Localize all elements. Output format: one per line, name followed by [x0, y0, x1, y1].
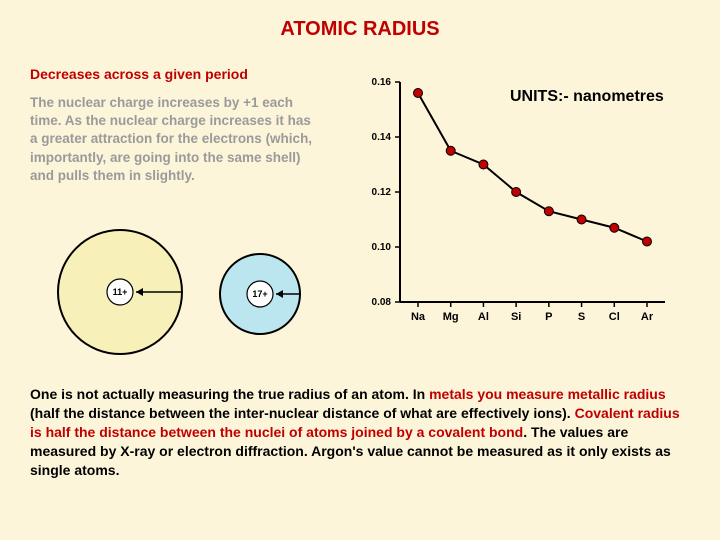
svg-text:Ar: Ar	[641, 311, 654, 323]
svg-text:0.16: 0.16	[372, 77, 392, 88]
svg-text:Mg: Mg	[443, 311, 459, 323]
subheading: Decreases across a given period	[30, 66, 248, 82]
svg-text:P: P	[545, 311, 552, 323]
atom-diagram-cl: 17+	[210, 244, 310, 349]
svg-text:S: S	[578, 311, 585, 323]
svg-text:0.10: 0.10	[372, 242, 392, 253]
footnote-highlight: metals you measure metallic radius	[429, 386, 666, 402]
svg-text:0.12: 0.12	[372, 187, 392, 198]
footnote-part: One is not actually measuring the true r…	[30, 386, 429, 402]
page-title: ATOMIC RADIUS	[0, 0, 720, 41]
svg-text:0.14: 0.14	[372, 132, 392, 143]
explanation-text: The nuclear charge increases by +1 each …	[30, 94, 320, 185]
svg-text:Al: Al	[478, 311, 489, 323]
atomic-radius-chart: 0.08 0.10 0.12 0.14 0.16 Na Mg Al Si P S Cl Ar	[350, 72, 690, 332]
svg-text:11+: 11+	[113, 287, 128, 297]
footnote: One is not actually measuring the true r…	[30, 385, 690, 479]
svg-text:17+: 17+	[252, 289, 267, 299]
svg-text:Na: Na	[411, 311, 426, 323]
svg-text:0.08: 0.08	[372, 297, 392, 308]
svg-text:Si: Si	[511, 311, 521, 323]
atom-diagram-na: 11+	[50, 222, 190, 367]
footnote-part: (half the distance between the inter-nuc…	[30, 405, 575, 421]
svg-text:Cl: Cl	[609, 311, 620, 323]
